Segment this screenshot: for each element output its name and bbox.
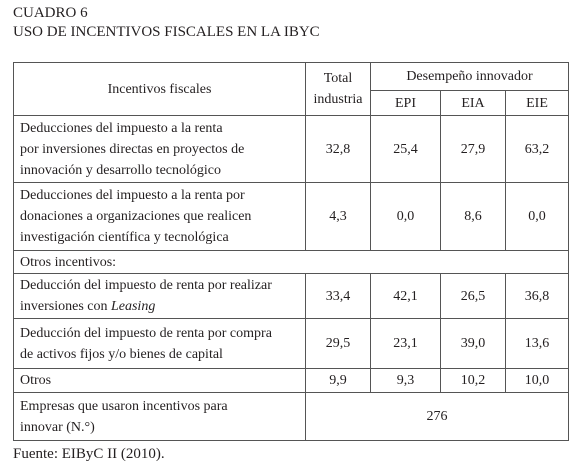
row: Deducción del impuesto de renta por comp… xyxy=(13,318,569,369)
value-cell: 26,5 xyxy=(440,273,506,319)
label-cell: Deducciones del impuesto a la renta por i… xyxy=(13,115,306,183)
label-line: Empresas que usaron incentivos para xyxy=(20,398,228,414)
section-cell: Otros incentivos: xyxy=(13,250,569,274)
label-line: Deducción del impuesto de renta por real… xyxy=(20,278,272,293)
header-cell: EIA xyxy=(440,90,506,116)
label-line: de activos fijos y/o bienes de capital xyxy=(20,346,223,362)
value-cell: 0,0 xyxy=(505,182,569,251)
value-cell: 33,4 xyxy=(305,273,371,319)
value-cell: 13,6 xyxy=(505,318,569,369)
value-cell: 10,0 xyxy=(505,368,569,393)
value-cell: 25,4 xyxy=(370,115,441,183)
value-cell: 276 xyxy=(305,392,569,441)
header-cell: EIE xyxy=(505,90,569,116)
header-line: industria xyxy=(313,92,363,107)
label-cell: Deducción del impuesto de renta por real… xyxy=(13,273,306,319)
table: Incentivos fiscales Total industria Desem… xyxy=(13,62,569,441)
label-line: innovación y desarrollo tecnológico xyxy=(20,162,221,178)
label-cell: Otros xyxy=(13,368,306,393)
source: Fuente: EIByC II (2010). xyxy=(13,446,165,462)
value-cell: 4,3 xyxy=(305,182,371,251)
row: Otros 9,9 9,3 10,2 10,0 xyxy=(13,368,569,393)
header-line: Total xyxy=(323,71,353,86)
value-cell: 0,0 xyxy=(370,182,441,251)
value-cell: 36,8 xyxy=(505,273,569,319)
row: Otros incentivos: xyxy=(13,250,569,274)
label-cell: Deducción del impuesto de renta por comp… xyxy=(13,318,306,369)
value-cell: 8,6 xyxy=(440,182,506,251)
value-cell: 23,1 xyxy=(370,318,441,369)
label-line: inversiones con Leasing xyxy=(20,296,299,317)
value-cell: 29,5 xyxy=(305,318,371,369)
value-cell: 42,1 xyxy=(370,273,441,319)
row: Deducciones del impuesto a la renta por d… xyxy=(13,182,569,251)
value-cell: 63,2 xyxy=(505,115,569,183)
label-cell: Deducciones del impuesto a la renta por d… xyxy=(13,182,306,251)
label-line: Deducción del impuesto de renta por comp… xyxy=(20,325,272,341)
label-line: por inversiones directas en proyectos de xyxy=(20,141,245,157)
label-line: inversiones con xyxy=(20,299,108,314)
row: Deducciones del impuesto a la renta por i… xyxy=(13,115,569,183)
label-italic: Leasing xyxy=(110,299,156,314)
value-cell: 10,2 xyxy=(440,368,506,393)
doc-title: USO DE INCENTIVOS FISCALES EN LA IBYC xyxy=(13,24,320,40)
value-cell: 9,9 xyxy=(305,368,371,393)
label-line: innovar (N.°) xyxy=(20,419,95,435)
value-cell: 39,0 xyxy=(440,318,506,369)
label-line: Deducciones del impuesto a la renta xyxy=(20,120,223,136)
value-cell: 27,9 xyxy=(440,115,506,183)
header-cell: Desempeño innovador xyxy=(370,62,569,91)
value-cell: 32,8 xyxy=(305,115,371,183)
row: Empresas que usaron incentivos para innov… xyxy=(13,392,569,441)
header-cell: EPI xyxy=(370,90,441,116)
header-cell: Incentivos fiscales xyxy=(13,62,306,116)
value-cell: 9,3 xyxy=(370,368,441,393)
label-line: donaciones a organizaciones que realicen xyxy=(20,209,252,224)
label-cell: Empresas que usaron incentivos para innov… xyxy=(13,392,306,441)
label-line: Otros xyxy=(20,373,52,388)
doc-label: CUADRO 6 xyxy=(13,5,88,21)
label-line: investigación científica y tecnológica xyxy=(20,230,229,245)
label-line: Deducciones del impuesto a la renta por xyxy=(20,188,245,203)
header-cell: Total industria xyxy=(305,62,371,116)
row: Deducción del impuesto de renta por real… xyxy=(13,273,569,319)
